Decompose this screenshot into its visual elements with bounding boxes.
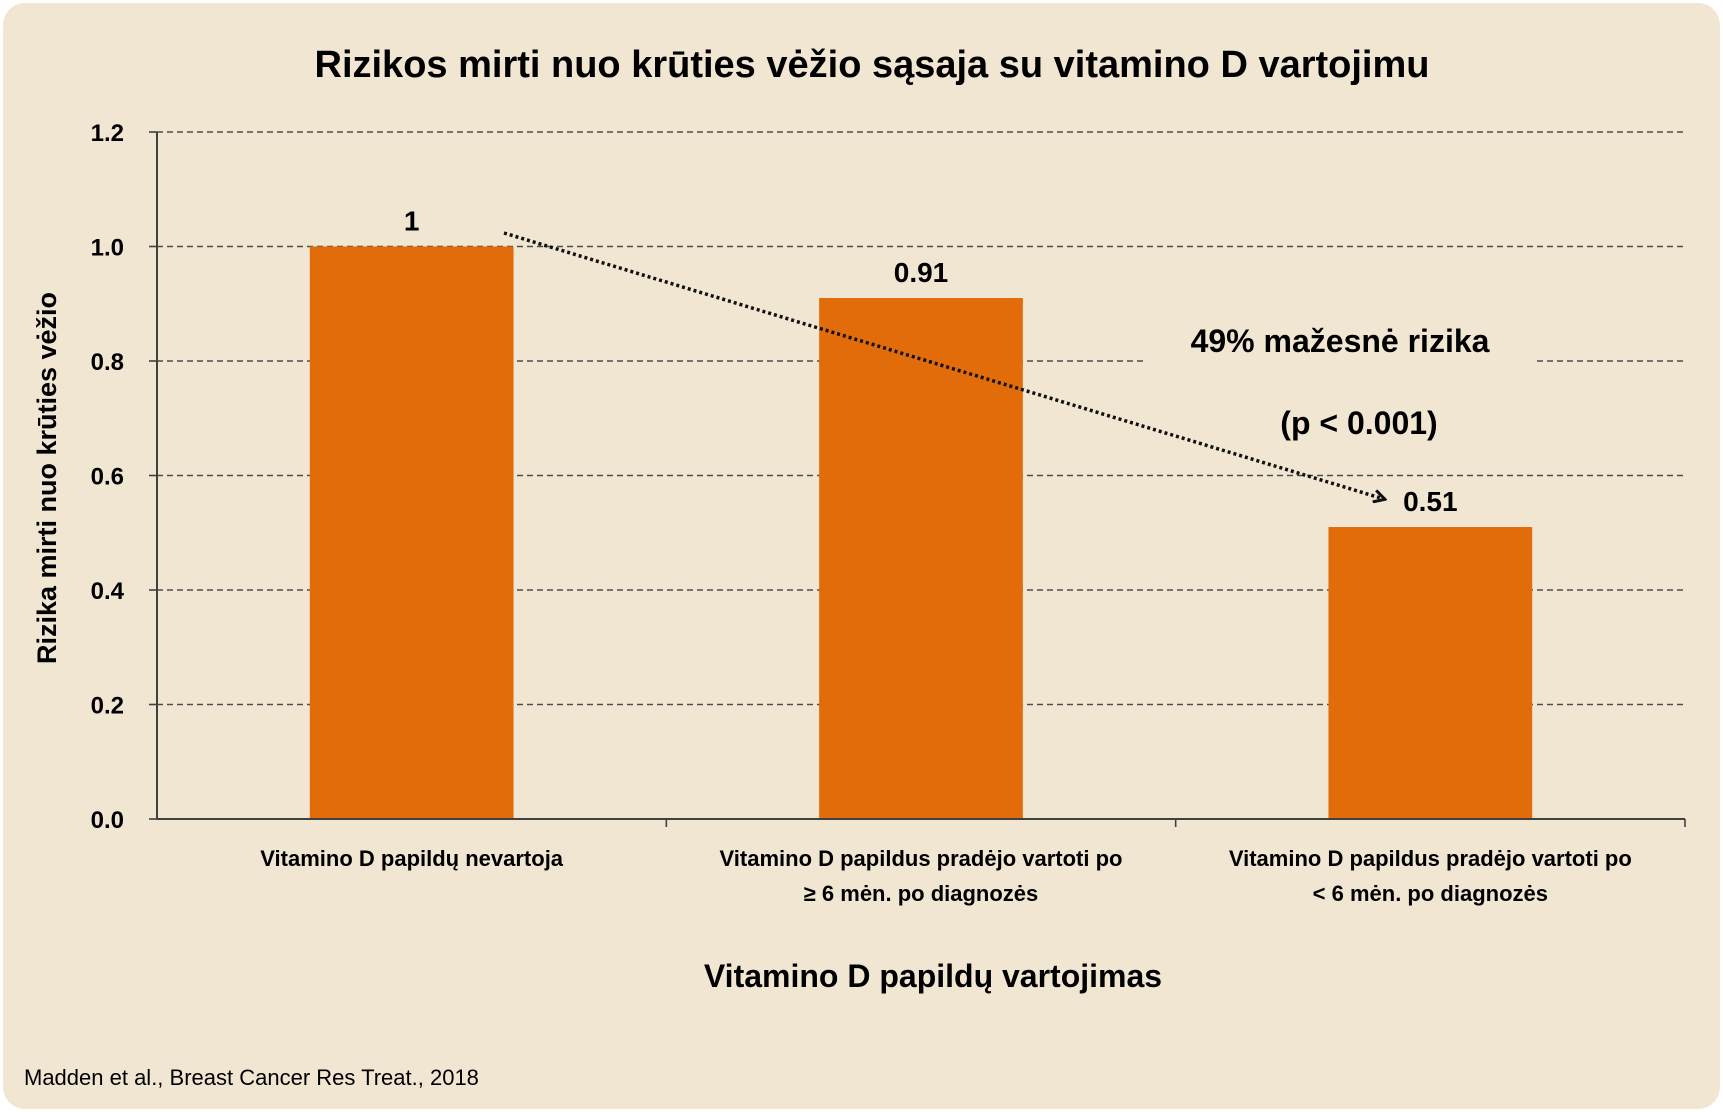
y-tick-label: 0.0 <box>91 807 124 834</box>
chart-title: Rizikos mirti nuo krūties vėžio sąsaja s… <box>315 44 1430 86</box>
y-tick-label: 1.0 <box>91 235 124 262</box>
bar-value-label: 0.51 <box>1403 486 1458 517</box>
annotation-p-value: (p < 0.001) <box>1280 405 1437 441</box>
y-tick-label: 0.2 <box>91 693 124 720</box>
bar-value-label: 1 <box>404 206 420 237</box>
source-citation: Madden et al., Breast Cancer Res Treat.,… <box>24 1065 479 1090</box>
axes <box>149 131 1686 827</box>
bar <box>309 246 514 819</box>
y-tick-label: 0.8 <box>91 349 124 376</box>
category-label-line: < 6 mėn. po diagnozės <box>1313 881 1548 906</box>
bars <box>309 246 1533 819</box>
category-label-line: Vitamino D papildus pradėjo vartoti po <box>720 846 1123 871</box>
category-label-line: ≥ 6 mėn. po diagnozės <box>804 881 1039 906</box>
x-axis-title: Vitamino D papildų vartojimas <box>704 958 1162 994</box>
category-label: Vitamino D papildus pradėjo vartoti po ≥ … <box>720 846 1123 906</box>
bar-value-label: 0.91 <box>894 257 949 288</box>
y-tick-label: 0.6 <box>91 464 124 491</box>
bar <box>1328 527 1533 819</box>
annotation-background <box>1144 318 1535 382</box>
y-axis-title: Rizika mirti nuo krūties vėžio <box>32 292 62 664</box>
y-tick-label: 0.4 <box>91 578 125 605</box>
labels: 0.0 0.2 0.4 0.6 0.8 1.0 1.2 1 0.91 0.51 Vitamino D… <box>91 120 1632 906</box>
category-label: Vitamino D papildų nevartoja <box>260 846 564 871</box>
category-label: Vitamino D papildus pradėjo vartoti po < … <box>1229 846 1632 906</box>
y-tick-label: 1.2 <box>91 120 124 147</box>
annotation-risk-reduction: 49% mažesnė rizika <box>1191 323 1490 359</box>
category-label-line: Vitamino D papildus pradėjo vartoti po <box>1229 846 1632 871</box>
category-label-line: Vitamino D papildų nevartoja <box>260 846 564 871</box>
bar <box>819 298 1023 819</box>
